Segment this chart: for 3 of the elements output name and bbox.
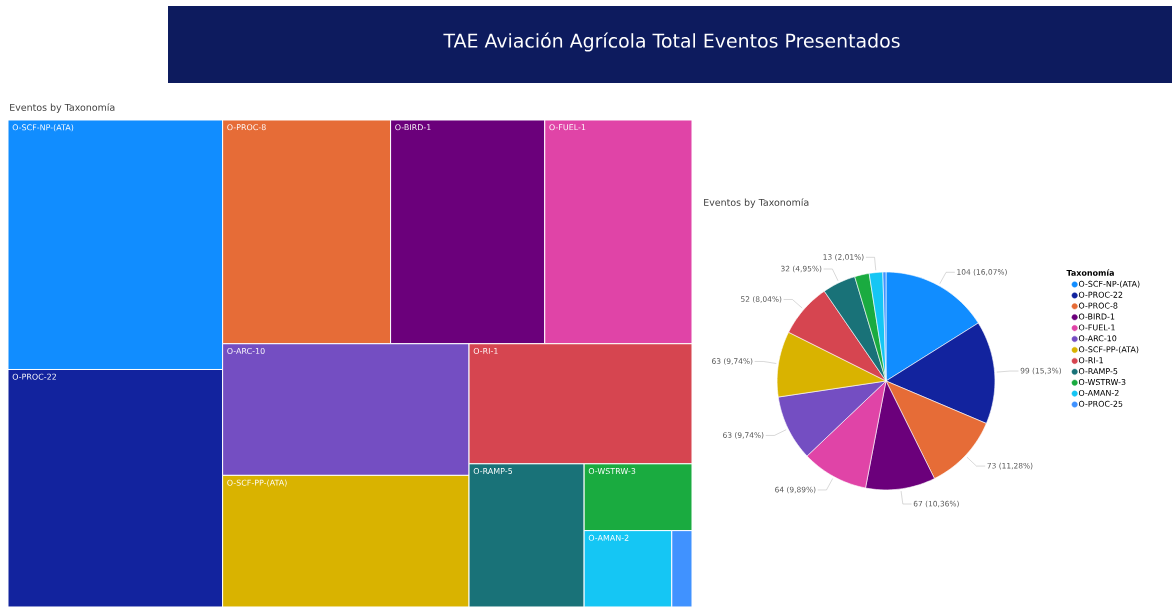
text: Eventos by Taxonomía [10,103,115,113]
text: TAE Aviación Agrícola Total Eventos Presentados [443,32,900,52]
chart-title: Eventos by Taxonomía [704,198,809,208]
